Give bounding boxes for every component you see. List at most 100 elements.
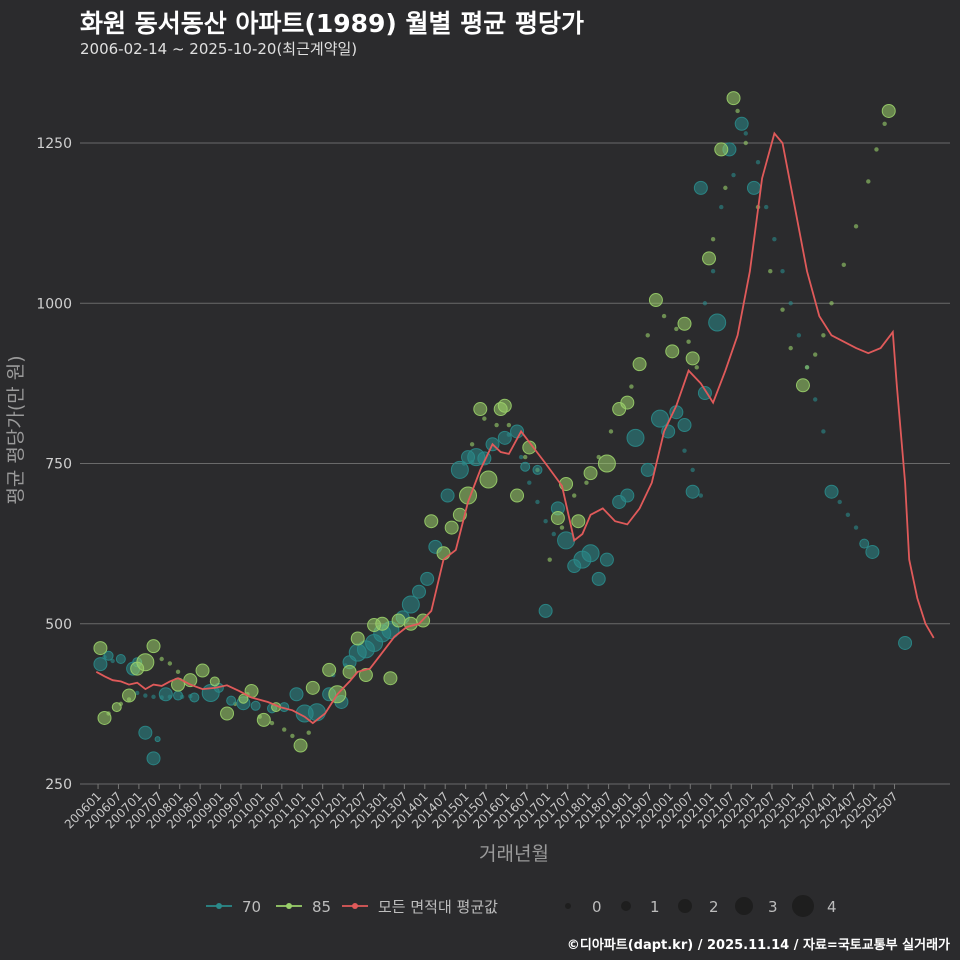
trail-point-85 bbox=[735, 108, 740, 114]
trail-point-70 bbox=[821, 429, 826, 434]
point-85 bbox=[497, 398, 512, 413]
legend-size-label: 3 bbox=[768, 898, 778, 916]
legend-size-key bbox=[621, 901, 631, 911]
y-tick-label: 1250 bbox=[36, 136, 72, 152]
point-85 bbox=[597, 454, 616, 473]
point-85 bbox=[195, 663, 210, 678]
trail-point-85 bbox=[674, 326, 679, 332]
trail-point-85 bbox=[743, 140, 748, 146]
trail-point-70 bbox=[772, 236, 777, 242]
point-70 bbox=[138, 725, 153, 740]
trail-point-85 bbox=[469, 442, 475, 447]
trail-point-85 bbox=[282, 727, 287, 732]
point-70 bbox=[898, 635, 913, 650]
trail-point-70 bbox=[763, 204, 769, 210]
point-70 bbox=[412, 584, 427, 599]
legend-size-key bbox=[565, 903, 571, 909]
point-70 bbox=[520, 461, 531, 472]
point-85 bbox=[881, 103, 896, 118]
trail-point-85 bbox=[494, 422, 499, 428]
legend-label: 모든 면적대 평균값 bbox=[378, 898, 498, 916]
trail-point-85 bbox=[306, 730, 311, 735]
point-85 bbox=[383, 671, 398, 686]
point-85 bbox=[146, 639, 161, 654]
point-70 bbox=[450, 460, 469, 479]
trail-point-85 bbox=[661, 313, 667, 319]
point-70 bbox=[859, 538, 870, 549]
point-85 bbox=[111, 702, 122, 713]
point-85 bbox=[256, 712, 271, 727]
trail-point-85 bbox=[853, 224, 859, 229]
point-70 bbox=[307, 703, 326, 722]
point-85 bbox=[209, 676, 220, 687]
trail-point-70 bbox=[682, 448, 687, 453]
point-85 bbox=[342, 664, 357, 679]
point-85 bbox=[648, 293, 663, 308]
point-70 bbox=[693, 180, 708, 195]
trail-point-85 bbox=[788, 345, 793, 351]
point-85 bbox=[479, 470, 498, 489]
point-85 bbox=[220, 706, 235, 721]
chart-title: 화원 동서동산 아파트(1989) 월별 평균 평당가 bbox=[80, 9, 584, 38]
grid-lines bbox=[80, 142, 950, 785]
trail-point-70 bbox=[143, 693, 148, 698]
point-85 bbox=[424, 514, 439, 529]
legend-size-label: 4 bbox=[827, 898, 837, 916]
point-85 bbox=[473, 402, 488, 417]
y-axis-label: 평균 평당가(만 원) bbox=[5, 355, 27, 504]
point-85 bbox=[702, 251, 717, 266]
trail-point-85 bbox=[829, 301, 834, 306]
trail-point-85 bbox=[874, 147, 879, 152]
trail-point-70 bbox=[518, 454, 524, 460]
point-85 bbox=[510, 488, 525, 503]
point-70 bbox=[250, 700, 261, 711]
trail-point-85 bbox=[710, 236, 716, 242]
point-70 bbox=[591, 571, 606, 586]
point-70 bbox=[226, 695, 237, 706]
y-tick-label: 250 bbox=[45, 777, 72, 793]
legend-key-dot bbox=[286, 903, 292, 909]
legend-key-dot bbox=[352, 903, 358, 909]
point-70 bbox=[626, 428, 645, 447]
point-85 bbox=[795, 378, 810, 393]
trail-point-85 bbox=[841, 262, 847, 267]
trail-point-70 bbox=[719, 204, 724, 210]
point-70 bbox=[440, 488, 455, 503]
point-85 bbox=[620, 395, 635, 410]
point-70 bbox=[420, 571, 435, 586]
point-70 bbox=[708, 313, 727, 332]
point-85 bbox=[93, 641, 108, 656]
trail-point-85 bbox=[572, 493, 577, 498]
point-85 bbox=[293, 738, 308, 753]
trail-point-85 bbox=[882, 121, 887, 126]
point-70 bbox=[620, 488, 635, 503]
data-points bbox=[93, 91, 913, 766]
point-70 bbox=[734, 116, 749, 131]
trail-point-85 bbox=[482, 416, 487, 421]
trail-point-70 bbox=[134, 690, 140, 696]
trail-point-70 bbox=[813, 397, 818, 402]
trail-point-85 bbox=[686, 339, 691, 344]
point-85 bbox=[632, 357, 647, 372]
legend-key-dot bbox=[216, 903, 222, 909]
point-85 bbox=[550, 510, 565, 525]
point-85 bbox=[136, 653, 155, 672]
legend-size-label: 2 bbox=[709, 898, 719, 916]
trail-point-85 bbox=[175, 669, 181, 675]
point-70 bbox=[497, 430, 512, 445]
point-70 bbox=[599, 552, 614, 567]
trail-point-70 bbox=[796, 333, 802, 338]
trail-point-85 bbox=[629, 384, 634, 389]
point-85 bbox=[122, 688, 137, 703]
trail-point-85 bbox=[559, 525, 565, 530]
point-85 bbox=[571, 514, 586, 529]
trail-point-85 bbox=[813, 352, 818, 357]
point-85 bbox=[583, 466, 598, 481]
point-70 bbox=[189, 692, 200, 703]
source-caption: ©디아파트(dapt.kr) / 2025.11.14 / 자료=국토교통부 실… bbox=[566, 938, 950, 953]
trail-point-70 bbox=[151, 694, 156, 700]
trail-point-85 bbox=[694, 365, 699, 370]
trail-point-85 bbox=[290, 733, 295, 739]
trail-point-85 bbox=[768, 269, 773, 274]
y-tick-label: 1000 bbox=[36, 296, 72, 312]
